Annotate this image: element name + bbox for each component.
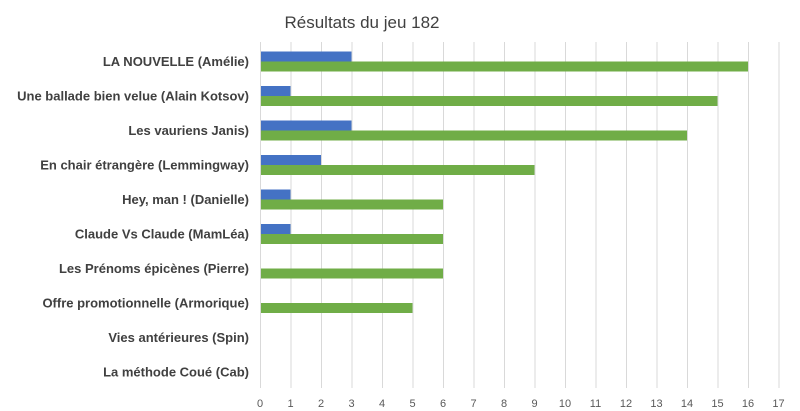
bar	[260, 62, 748, 72]
bar	[260, 131, 687, 141]
x-tick-label: 11	[590, 398, 601, 410]
bar	[260, 155, 321, 165]
category-label: LA NOUVELLE (Amélie)	[103, 54, 249, 69]
bar	[260, 190, 291, 200]
gridlines	[261, 42, 780, 388]
category-label: Les vauriens Janis)	[128, 123, 249, 138]
x-tick-label: 5	[409, 398, 415, 410]
category-label: Vies antérieures (Spin)	[108, 330, 249, 345]
category-label: Hey, man ! (Danielle)	[122, 192, 249, 207]
x-tick-label: 0	[257, 398, 263, 410]
x-tick-label: 3	[348, 398, 354, 410]
bar	[260, 96, 718, 106]
x-tick-label: 15	[711, 398, 723, 410]
category-label: Une ballade bien velue (Alain Kotsov)	[17, 89, 249, 104]
x-tick-label: 1	[287, 398, 293, 410]
bar	[260, 200, 443, 210]
bar	[260, 165, 535, 175]
bar	[260, 269, 443, 279]
x-tick-label: 17	[772, 398, 784, 410]
x-tick-label: 12	[620, 398, 632, 410]
x-tick-labels: 0 1 2 3 4 5 6 7 8 9 10 11 12 13 14 15 16 17	[257, 398, 785, 410]
x-tick-label: 8	[501, 398, 507, 410]
bar	[260, 234, 443, 244]
category-labels: LA NOUVELLE (Amélie) Une ballade bien vel…	[17, 54, 249, 380]
bar	[260, 52, 352, 62]
x-tick-label: 10	[559, 398, 571, 410]
x-tick-label: 16	[742, 398, 754, 410]
x-tick-label: 6	[440, 398, 446, 410]
x-tick-label: 2	[318, 398, 324, 410]
x-tick-label: 7	[470, 398, 476, 410]
category-label: Claude Vs Claude (MamLéa)	[75, 227, 249, 242]
x-tick-label: 4	[379, 398, 385, 410]
category-label: La méthode Coué (Cab)	[103, 365, 249, 380]
bar	[260, 121, 352, 131]
category-label: Les Prénoms épicènes (Pierre)	[59, 261, 249, 276]
category-label: En chair étrangère (Lemmingway)	[40, 158, 249, 173]
bar	[260, 86, 291, 96]
bar	[260, 303, 413, 313]
bar	[260, 224, 291, 234]
x-tick-label: 9	[531, 398, 537, 410]
x-tick-label: 13	[650, 398, 662, 410]
x-tick-label: 14	[681, 398, 693, 410]
category-label: Offre promotionnelle (Armorique)	[42, 296, 249, 311]
